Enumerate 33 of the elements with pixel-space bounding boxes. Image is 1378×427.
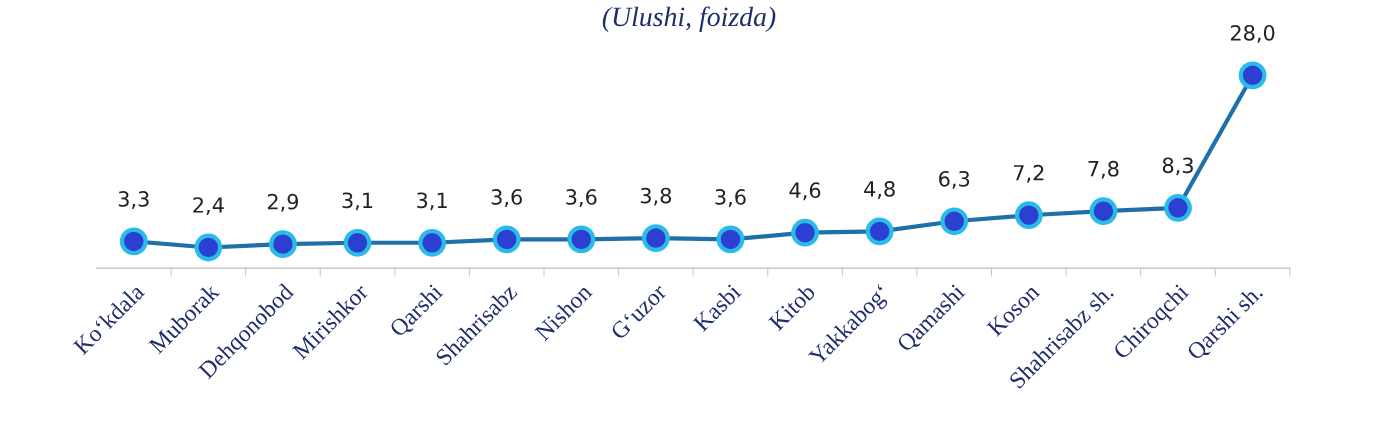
data-label: 28,0 [1230, 24, 1275, 43]
data-label: 6,3 [939, 170, 970, 189]
data-label: 3,6 [715, 189, 746, 207]
point [1164, 193, 1192, 222]
point [492, 225, 521, 254]
point [269, 230, 297, 259]
point [119, 227, 148, 256]
data-label: 4,6 [789, 182, 821, 201]
data-label: 3,3 [118, 191, 149, 209]
data-label: 3,6 [491, 189, 522, 207]
data-label: 2,9 [267, 193, 299, 212]
data-label: 3,6 [566, 189, 597, 207]
point [567, 225, 596, 254]
point [865, 217, 894, 246]
point [194, 233, 223, 262]
point [343, 228, 372, 257]
point [641, 224, 670, 252]
point [716, 225, 745, 254]
data-label: 2,4 [193, 197, 224, 216]
point [791, 218, 819, 247]
point [1014, 201, 1043, 230]
data-label: 7,2 [1013, 164, 1044, 183]
data-label: 4,8 [864, 181, 895, 199]
chart-title: (Ulushi, foizda) [602, 6, 776, 32]
data-label: 8,3 [1162, 157, 1193, 176]
data-label: 3,1 [417, 192, 447, 211]
data-label: 3,8 [640, 187, 672, 206]
point [1089, 197, 1118, 226]
data-label: 3,1 [342, 192, 373, 211]
data-label: 7,8 [1088, 160, 1119, 179]
point [418, 228, 446, 257]
point [1238, 61, 1267, 90]
point [940, 207, 969, 236]
